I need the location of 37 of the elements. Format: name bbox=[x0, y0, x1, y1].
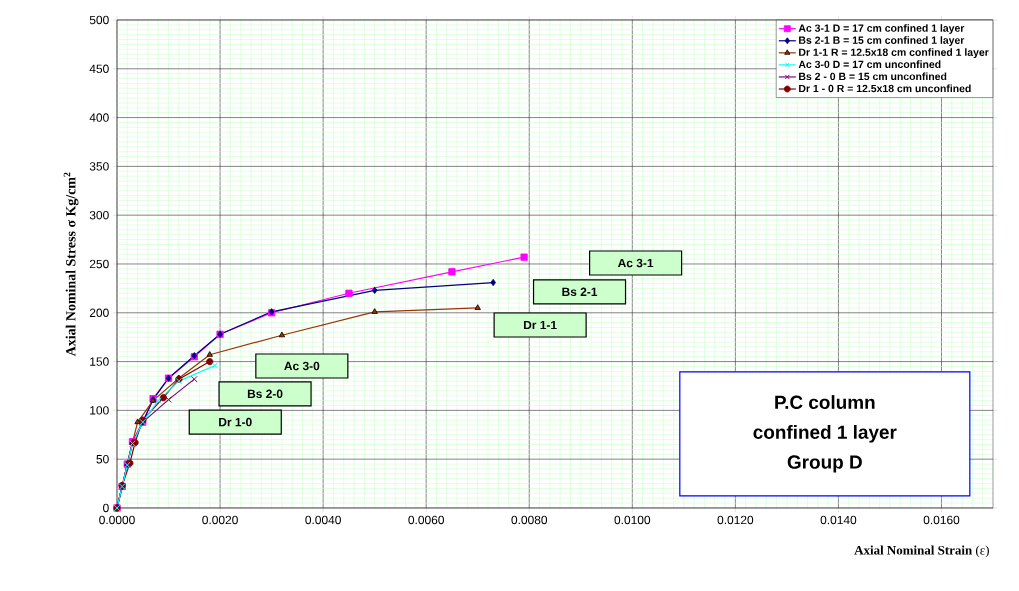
x-tick-label: 0.0080 bbox=[511, 515, 548, 525]
x-tick-label: 0.0040 bbox=[305, 515, 341, 525]
legend-label: Ac 3-0 D = 17 cm unconfined bbox=[798, 60, 941, 69]
y-tick-label: 500 bbox=[89, 15, 109, 25]
x-tick-label: 0.0060 bbox=[408, 515, 444, 525]
x-axis-title: Axial Nominal Strain (ε) bbox=[854, 545, 989, 558]
x-tick-label: 0.0120 bbox=[717, 515, 754, 525]
y-tick-label: 0 bbox=[103, 503, 109, 513]
annotation: confined 1 layer bbox=[753, 424, 897, 443]
legend-label: Dr 1-1 R = 12.5x18 cm confined 1 layer bbox=[799, 48, 989, 59]
legend-label: Bs 2 - 0 B = 15 cm unconfined bbox=[799, 72, 947, 81]
legend-label: Ac 3-1 D = 17 cm confined 1 layer bbox=[798, 24, 965, 34]
annotation: Bs 2-0 bbox=[247, 389, 283, 399]
y-tick-label: 200 bbox=[89, 308, 109, 318]
y-tick-label: 450 bbox=[89, 64, 109, 74]
y-axis-title: Axial Nominal Stress σ Kg/cm$^{2}$ bbox=[63, 172, 79, 357]
x-tick-label: 0.0160 bbox=[923, 515, 960, 525]
annotation: Dr 1-0 bbox=[219, 417, 252, 427]
y-tick-label: 400 bbox=[89, 113, 109, 122]
y-tick-label: 350 bbox=[89, 162, 109, 171]
annotation: Dr 1-1 bbox=[523, 320, 557, 330]
legend-label: Dr 1 - 0 R = 12.5x18 cm unconfined bbox=[799, 84, 971, 93]
legend-label: Bs 2-1 B = 15 cm confined 1 layer bbox=[799, 36, 965, 46]
y-tick-label: 100 bbox=[90, 406, 109, 415]
y-tick-label: 250 bbox=[89, 259, 109, 269]
y-tick-label: 50 bbox=[96, 454, 109, 464]
annotation: Bs 2-1 bbox=[562, 287, 598, 297]
annotation: Ac 3-1 bbox=[617, 258, 654, 268]
y-tick-label: 300 bbox=[89, 210, 109, 220]
annotation: Group D bbox=[787, 455, 862, 473]
y-tick-label: 150 bbox=[90, 357, 109, 366]
x-tick-label: 0.0000 bbox=[99, 515, 135, 525]
annotation: P.C column bbox=[775, 395, 875, 409]
x-tick-label: 0.0020 bbox=[202, 515, 238, 525]
x-tick-label: 0.0100 bbox=[614, 515, 651, 525]
x-tick-label: 0.0140 bbox=[820, 515, 857, 525]
annotation: Ac 3-0 bbox=[284, 361, 320, 371]
